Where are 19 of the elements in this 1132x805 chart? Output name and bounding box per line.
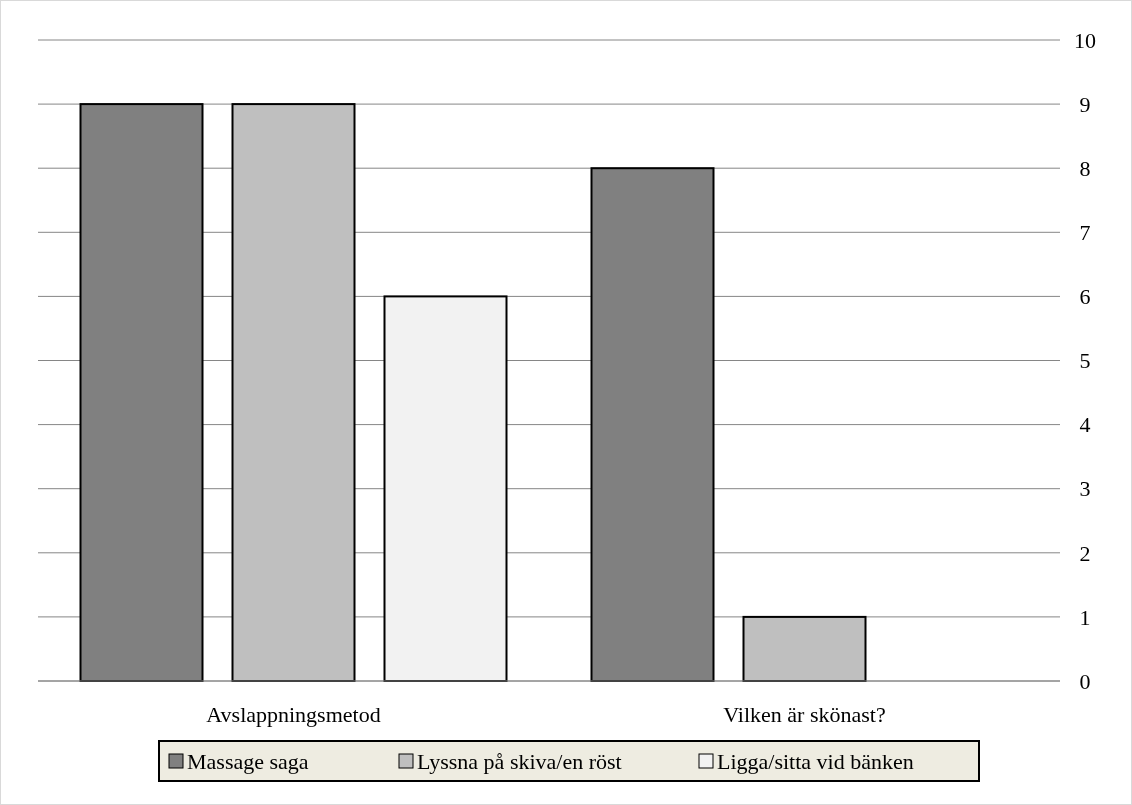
y-tick-label: 6 [1079, 284, 1091, 310]
x-tick-label: Avslappningsmetod [206, 702, 381, 727]
y-tick-label: 0 [1079, 668, 1091, 694]
legend-label: Lyssna på skiva/en röst [417, 748, 622, 774]
y-tick-label: 4 [1079, 412, 1091, 438]
y-tick-label: 7 [1079, 220, 1091, 245]
bar [742, 615, 867, 682]
y-tick-label: 3 [1079, 476, 1091, 502]
y-tick-label: 5 [1079, 348, 1091, 374]
y-tick-label: 9 [1079, 91, 1091, 117]
x-tick-label: Vilken är skönast? [723, 702, 886, 727]
y-tick-label: 2 [1079, 540, 1091, 566]
y-tick-label: 10 [1074, 27, 1096, 53]
y-tick-label: 1 [1079, 604, 1091, 630]
y-tick-label: 8 [1079, 155, 1091, 181]
legend-label: Massage saga [187, 748, 309, 774]
bar [383, 295, 508, 682]
legend-label: Ligga/sitta vid bänken [717, 748, 914, 774]
bar [231, 103, 356, 682]
